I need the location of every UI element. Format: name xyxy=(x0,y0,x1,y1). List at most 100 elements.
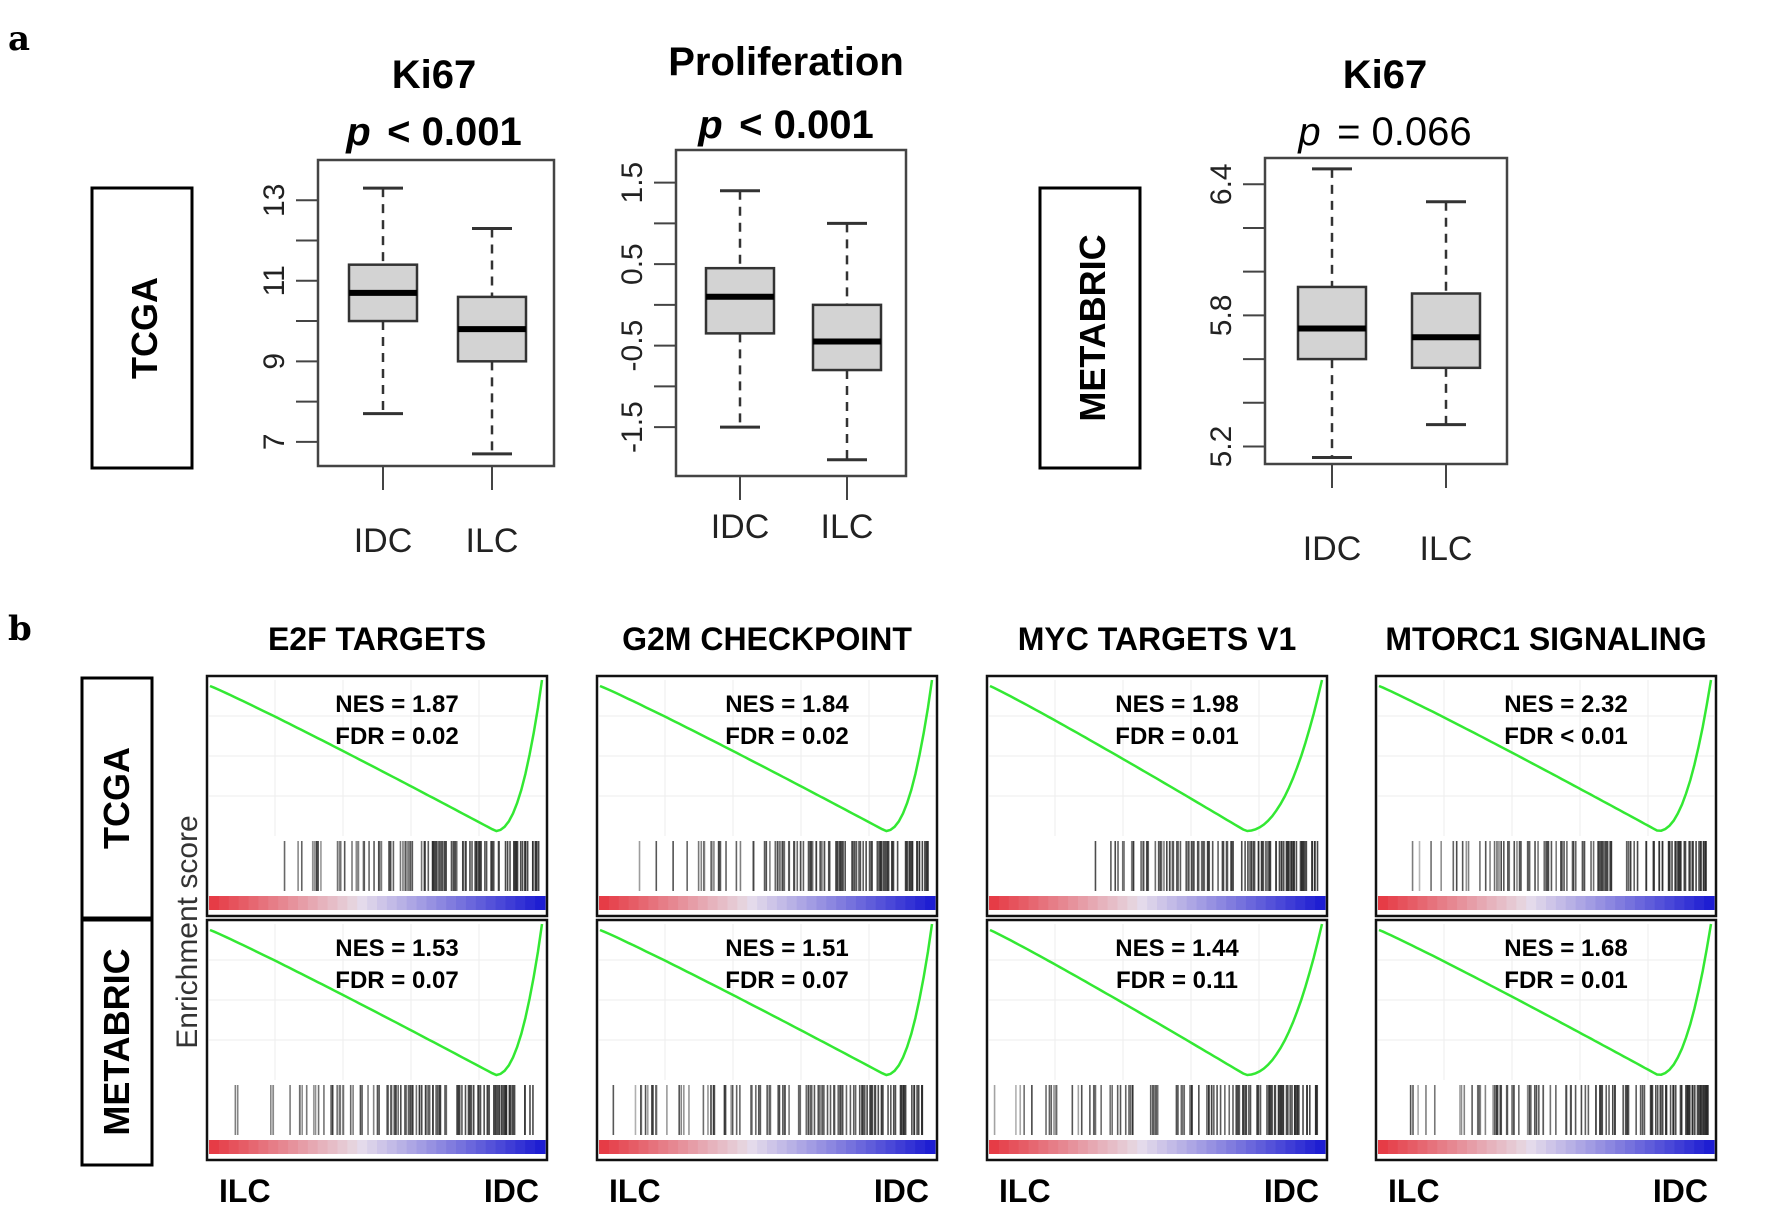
gradient-segment xyxy=(1018,896,1030,910)
gradient-segment xyxy=(1595,1140,1606,1154)
gradient-segment xyxy=(1245,1140,1257,1154)
gradient-segment xyxy=(1265,1140,1277,1154)
gradient-segment xyxy=(1038,1140,1049,1154)
enrichment-curve xyxy=(1378,679,1713,832)
gradient-segment xyxy=(1137,1140,1148,1154)
gradient-segment xyxy=(757,1140,768,1154)
nes-value: NES = 1.87 xyxy=(335,691,458,718)
gradient-segment xyxy=(1565,1140,1577,1154)
gradient-segment xyxy=(1575,896,1587,910)
gradient-segment xyxy=(1176,1140,1188,1154)
gradient-segment xyxy=(1058,896,1069,910)
gradient-segment xyxy=(855,1140,867,1154)
gradient-segment xyxy=(707,1140,719,1154)
gradient-segment xyxy=(727,896,738,910)
gradient-segment xyxy=(1634,896,1646,910)
y-tick-label: 0.5 xyxy=(616,243,649,285)
gradient-segment xyxy=(826,896,837,910)
gradient-segment xyxy=(1437,896,1448,910)
fdr-value: FDR = 0.11 xyxy=(1116,967,1238,994)
gradient-segment xyxy=(989,896,1000,910)
gradient-segment xyxy=(1664,1140,1676,1154)
panel-letter-a: a xyxy=(8,19,30,59)
enrichment-curve xyxy=(599,923,934,1077)
nes-value: NES = 1.53 xyxy=(335,935,458,962)
gradient-segment xyxy=(495,896,507,910)
gradient-segment xyxy=(687,896,699,910)
gsea-title: G2M CHECKPOINT xyxy=(622,621,912,657)
gradient-segment xyxy=(1506,896,1517,910)
nes-value: NES = 2.32 xyxy=(1504,691,1627,718)
gradient-segment xyxy=(1186,1140,1198,1154)
gradient-segment xyxy=(1166,896,1178,910)
gsea-title: MTORC1 SIGNALING xyxy=(1385,621,1706,657)
p-value: = 0.066 xyxy=(1337,110,1472,154)
gradient-segment xyxy=(1315,1140,1326,1154)
gradient-segment xyxy=(855,896,867,910)
gradient-segment xyxy=(1654,1140,1666,1154)
gradient-segment xyxy=(248,896,260,910)
gradient-segment xyxy=(386,896,398,910)
gradient-segment xyxy=(1615,896,1626,910)
gradient-segment xyxy=(776,896,788,910)
p-value-line: p < 0.001 xyxy=(345,110,521,154)
gradient-segment xyxy=(297,896,309,910)
y-tick-label: -0.5 xyxy=(616,320,649,372)
iqr-box xyxy=(1410,292,1482,370)
gradient-segment xyxy=(816,896,827,910)
gradient-segment xyxy=(456,896,467,910)
gradient-segment xyxy=(1097,896,1109,910)
gsea-row-label-tcga-text: TCGA xyxy=(96,747,137,849)
gradient-segment xyxy=(658,1140,669,1154)
gradient-segment xyxy=(436,896,447,910)
gsea-title: E2F TARGETS xyxy=(268,621,486,657)
gradient-segment xyxy=(1526,896,1537,910)
gradient-segment xyxy=(1674,1140,1685,1154)
gradient-segment xyxy=(697,1140,709,1154)
gradient-segment xyxy=(367,1140,378,1154)
gradient-segment xyxy=(1008,896,1020,910)
cohort-label-tcga-a: TCGA xyxy=(90,186,194,470)
gradient-segment xyxy=(1585,1140,1597,1154)
gradient-segment xyxy=(826,1140,837,1154)
rank-gradient xyxy=(1378,896,1715,910)
gradient-segment xyxy=(658,896,669,910)
gradient-segment xyxy=(485,896,497,910)
gradient-segment xyxy=(209,896,220,910)
gsea-plot: NES = 1.84 FDR = 0.02 xyxy=(595,674,939,918)
gradient-segment xyxy=(1417,1140,1429,1154)
gradient-segment xyxy=(1694,1140,1705,1154)
gradient-segment xyxy=(386,1140,398,1154)
p-value-line: p < 0.001 xyxy=(697,103,873,147)
gradient-segment xyxy=(1147,896,1158,910)
gradient-segment xyxy=(347,1140,358,1154)
gradient-segment xyxy=(638,1140,650,1154)
gradient-segment xyxy=(865,1140,877,1154)
p-symbol: p xyxy=(1297,110,1320,154)
gradient-segment xyxy=(846,896,857,910)
gradient-segment xyxy=(1176,896,1188,910)
gradient-segment xyxy=(747,896,758,910)
gradient-segment xyxy=(925,896,936,910)
x-category-label: ILC xyxy=(1420,530,1473,568)
gradient-segment xyxy=(416,1140,428,1154)
gradient-segment xyxy=(1397,896,1409,910)
gradient-segment xyxy=(816,1140,827,1154)
gradient-segment xyxy=(1555,1140,1567,1154)
gradient-segment xyxy=(426,1140,437,1154)
gradient-segment xyxy=(337,1140,348,1154)
gradient-segment xyxy=(1407,896,1419,910)
gradient-segment xyxy=(465,896,477,910)
gsea-plot: NES = 2.32 FDR < 0.01 xyxy=(1374,674,1718,918)
gradient-segment xyxy=(1117,1140,1128,1154)
gradient-segment xyxy=(1226,1140,1237,1154)
cohort-label-metabric-a: METABRIC xyxy=(1038,186,1142,470)
gradient-segment xyxy=(1048,896,1059,910)
box-ilc xyxy=(456,226,528,456)
gradient-segment xyxy=(288,896,299,910)
gradient-segment xyxy=(1147,1140,1158,1154)
gradient-segment xyxy=(258,896,269,910)
gradient-segment xyxy=(446,1140,457,1154)
gradient-segment xyxy=(1206,896,1217,910)
gradient-segment xyxy=(475,1140,487,1154)
